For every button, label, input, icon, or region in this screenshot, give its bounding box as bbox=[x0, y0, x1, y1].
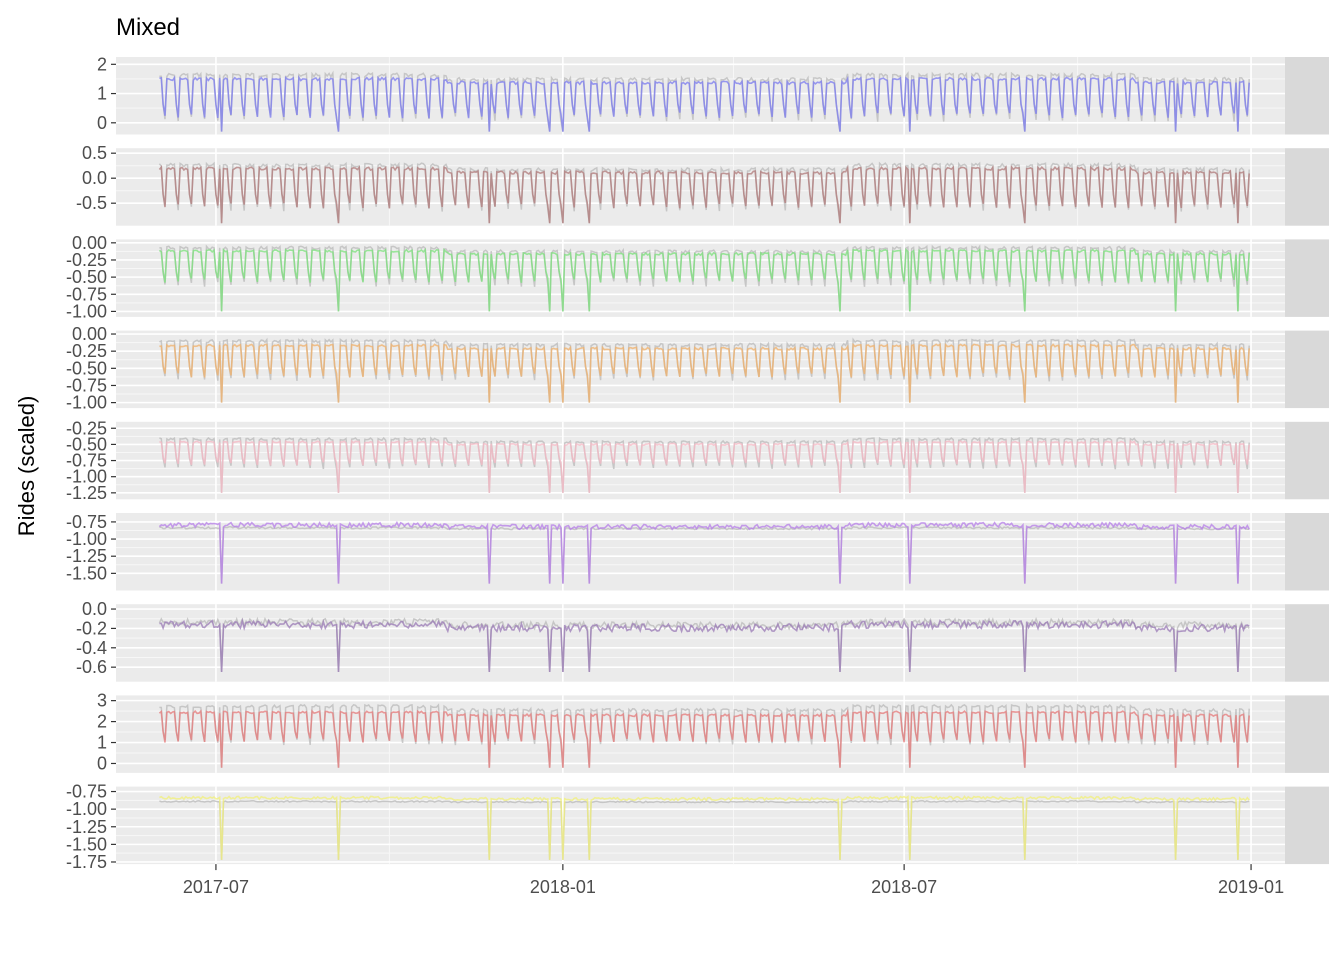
series-line-green bbox=[158, 247, 1250, 312]
y-tick-label: -0.75 bbox=[66, 375, 107, 395]
y-tick-label: -0.6 bbox=[76, 657, 107, 677]
series-line-brown bbox=[158, 165, 1250, 224]
panel-background bbox=[116, 786, 1285, 865]
y-tick-label: -0.4 bbox=[76, 638, 107, 658]
y-tick-label: -0.5 bbox=[76, 193, 107, 213]
y-tick-label: 0.0 bbox=[82, 599, 107, 619]
series-line-purple bbox=[158, 520, 1250, 584]
panel-brown: -0.50.00.5brown bbox=[76, 143, 1329, 226]
y-tick-label: -1.25 bbox=[66, 483, 107, 503]
y-tick-label: -0.75 bbox=[66, 451, 107, 471]
series-line-orange bbox=[159, 342, 1250, 403]
facet-panels: 012blue-0.50.00.5brown0.00-0.25-0.50-0.7… bbox=[66, 54, 1329, 872]
y-axis-title: Rides (scaled) bbox=[14, 396, 39, 537]
y-tick-label: -0.50 bbox=[66, 358, 107, 378]
y-tick-label: -1.00 bbox=[66, 393, 107, 413]
series-line-red bbox=[158, 708, 1250, 768]
series-line-yellow bbox=[159, 795, 1250, 860]
y-tick-label: -0.50 bbox=[66, 267, 107, 287]
strip-yellow bbox=[1285, 786, 1329, 865]
panel-green: 0.00-0.25-0.50-0.75-1.00green bbox=[66, 233, 1329, 321]
y-tick-label: -0.75 bbox=[66, 284, 107, 304]
x-tick-label: 2018-01 bbox=[530, 877, 596, 897]
y-tick-label: 1 bbox=[97, 84, 107, 104]
y-tick-label: 0.00 bbox=[72, 233, 107, 253]
y-tick-label: -1.75 bbox=[66, 852, 107, 872]
y-tick-label: 1 bbox=[97, 733, 107, 753]
y-tick-label: 2 bbox=[97, 712, 107, 732]
panel-yellow: -0.75-1.00-1.25-1.50-1.75yellow bbox=[66, 782, 1329, 872]
panel-purple_express: 0.0-0.2-0.4-0.6purple_express bbox=[76, 599, 1329, 682]
panel-background bbox=[116, 148, 1285, 226]
y-tick-label: -0.25 bbox=[66, 418, 107, 438]
y-tick-label: -1.00 bbox=[66, 467, 107, 487]
y-tick-label: 0 bbox=[97, 113, 107, 133]
y-tick-label: -0.2 bbox=[76, 618, 107, 638]
y-tick-label: 0.0 bbox=[82, 168, 107, 188]
x-tick-label: 2019-01 bbox=[1218, 877, 1284, 897]
y-tick-label: 0 bbox=[97, 753, 107, 773]
y-tick-label: -1.00 bbox=[66, 301, 107, 321]
panel-blue: 012blue bbox=[97, 54, 1329, 135]
strip-orange bbox=[1285, 330, 1329, 409]
panel-orange: 0.00-0.25-0.50-0.75-1.00orange bbox=[66, 324, 1329, 413]
y-tick-label: -1.50 bbox=[66, 563, 107, 583]
y-tick-label: -0.25 bbox=[66, 341, 107, 361]
y-tick-label: -1.50 bbox=[66, 834, 107, 854]
series-line-blue bbox=[159, 74, 1250, 132]
y-tick-label: -1.25 bbox=[66, 546, 107, 566]
y-tick-label: -1.25 bbox=[66, 817, 107, 837]
strip-green bbox=[1285, 239, 1329, 317]
y-tick-label: -0.25 bbox=[66, 250, 107, 270]
y-tick-label: -1.00 bbox=[66, 529, 107, 549]
strip-blue bbox=[1285, 57, 1329, 135]
strip-purple_express bbox=[1285, 604, 1329, 682]
y-tick-label: -0.75 bbox=[66, 782, 107, 802]
y-tick-label: -1.00 bbox=[66, 799, 107, 819]
chart-title: Mixed bbox=[116, 14, 180, 41]
y-tick-label: 3 bbox=[97, 691, 107, 711]
panel-pink: -0.25-0.50-0.75-1.00-1.25pink bbox=[66, 418, 1329, 503]
panel-red: 0123red bbox=[97, 691, 1329, 773]
series-line-pink bbox=[159, 439, 1250, 493]
strip-purple bbox=[1285, 513, 1329, 591]
strip-red bbox=[1285, 695, 1329, 773]
x-axis: 2017-07 2018-01 2018-07 2019-01 bbox=[183, 864, 1284, 897]
y-tick-label: 2 bbox=[97, 54, 107, 74]
x-tick-label: 2017-07 bbox=[183, 877, 249, 897]
strip-brown bbox=[1285, 148, 1329, 226]
y-tick-label: -0.50 bbox=[66, 434, 107, 454]
x-tick-label: 2018-07 bbox=[871, 877, 937, 897]
y-tick-label: 0.5 bbox=[82, 143, 107, 163]
series-line-purple_express bbox=[159, 617, 1250, 673]
panel-background bbox=[116, 695, 1285, 773]
y-tick-label: -0.75 bbox=[66, 512, 107, 532]
panel-purple: -0.75-1.00-1.25-1.50purple bbox=[66, 512, 1329, 591]
panel-background bbox=[116, 604, 1285, 682]
strip-pink bbox=[1285, 421, 1329, 500]
y-tick-label: 0.00 bbox=[72, 324, 107, 344]
